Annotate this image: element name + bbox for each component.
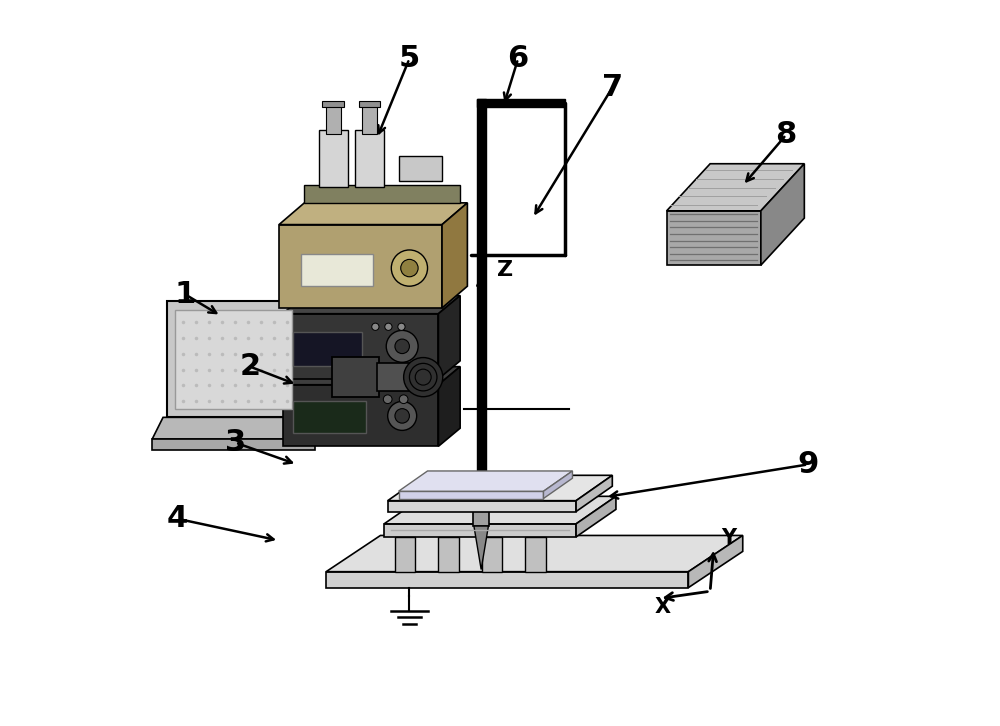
Text: 6: 6 [507,44,529,73]
Text: 2: 2 [239,352,261,381]
Polygon shape [438,537,459,571]
Circle shape [372,323,379,330]
Polygon shape [667,164,804,211]
Polygon shape [283,314,438,379]
Polygon shape [761,164,804,265]
Polygon shape [304,184,460,203]
Text: 4: 4 [167,505,188,534]
Text: Y: Y [721,528,736,548]
Polygon shape [279,224,442,308]
Text: Z: Z [497,260,513,280]
Polygon shape [362,105,377,134]
Polygon shape [384,524,576,537]
Polygon shape [152,439,315,450]
Polygon shape [279,203,467,224]
Circle shape [398,323,405,330]
Polygon shape [283,367,460,385]
Circle shape [388,401,417,431]
Polygon shape [319,131,348,187]
Text: 1: 1 [174,280,195,309]
Polygon shape [332,357,379,397]
Circle shape [386,330,418,362]
Polygon shape [576,497,616,537]
Polygon shape [322,102,344,107]
Polygon shape [355,131,384,187]
Polygon shape [442,203,467,308]
Circle shape [399,395,408,404]
Polygon shape [388,501,576,512]
Polygon shape [301,253,373,286]
Polygon shape [283,295,460,314]
Circle shape [404,358,443,396]
Polygon shape [399,471,572,492]
Polygon shape [377,363,422,391]
Polygon shape [293,332,362,366]
Polygon shape [473,501,489,526]
Polygon shape [688,536,743,587]
Circle shape [395,339,409,354]
Polygon shape [576,476,612,512]
Polygon shape [384,497,616,524]
Polygon shape [525,537,546,571]
Text: 9: 9 [797,450,819,479]
Polygon shape [474,526,488,569]
Polygon shape [399,156,442,181]
Polygon shape [395,537,415,571]
Text: 7: 7 [602,73,623,102]
Polygon shape [152,417,315,439]
Circle shape [415,369,431,385]
Polygon shape [477,99,565,107]
Polygon shape [399,492,543,499]
Circle shape [395,409,409,423]
Polygon shape [283,385,438,446]
Circle shape [391,250,428,286]
Polygon shape [482,537,502,571]
Circle shape [385,323,392,330]
Circle shape [409,363,437,391]
Polygon shape [477,99,486,501]
Polygon shape [388,476,612,501]
Polygon shape [543,471,572,499]
Polygon shape [326,571,688,587]
Polygon shape [293,401,366,433]
Polygon shape [438,295,460,379]
Polygon shape [326,536,743,571]
Text: X: X [655,597,671,617]
Polygon shape [167,301,301,417]
Text: 3: 3 [225,428,246,457]
Circle shape [401,259,418,277]
Text: 5: 5 [399,44,420,73]
Polygon shape [175,310,292,409]
Polygon shape [667,211,761,265]
Polygon shape [438,367,460,446]
Text: 8: 8 [776,121,797,150]
Polygon shape [326,105,341,134]
Polygon shape [359,102,380,107]
Circle shape [383,395,392,404]
